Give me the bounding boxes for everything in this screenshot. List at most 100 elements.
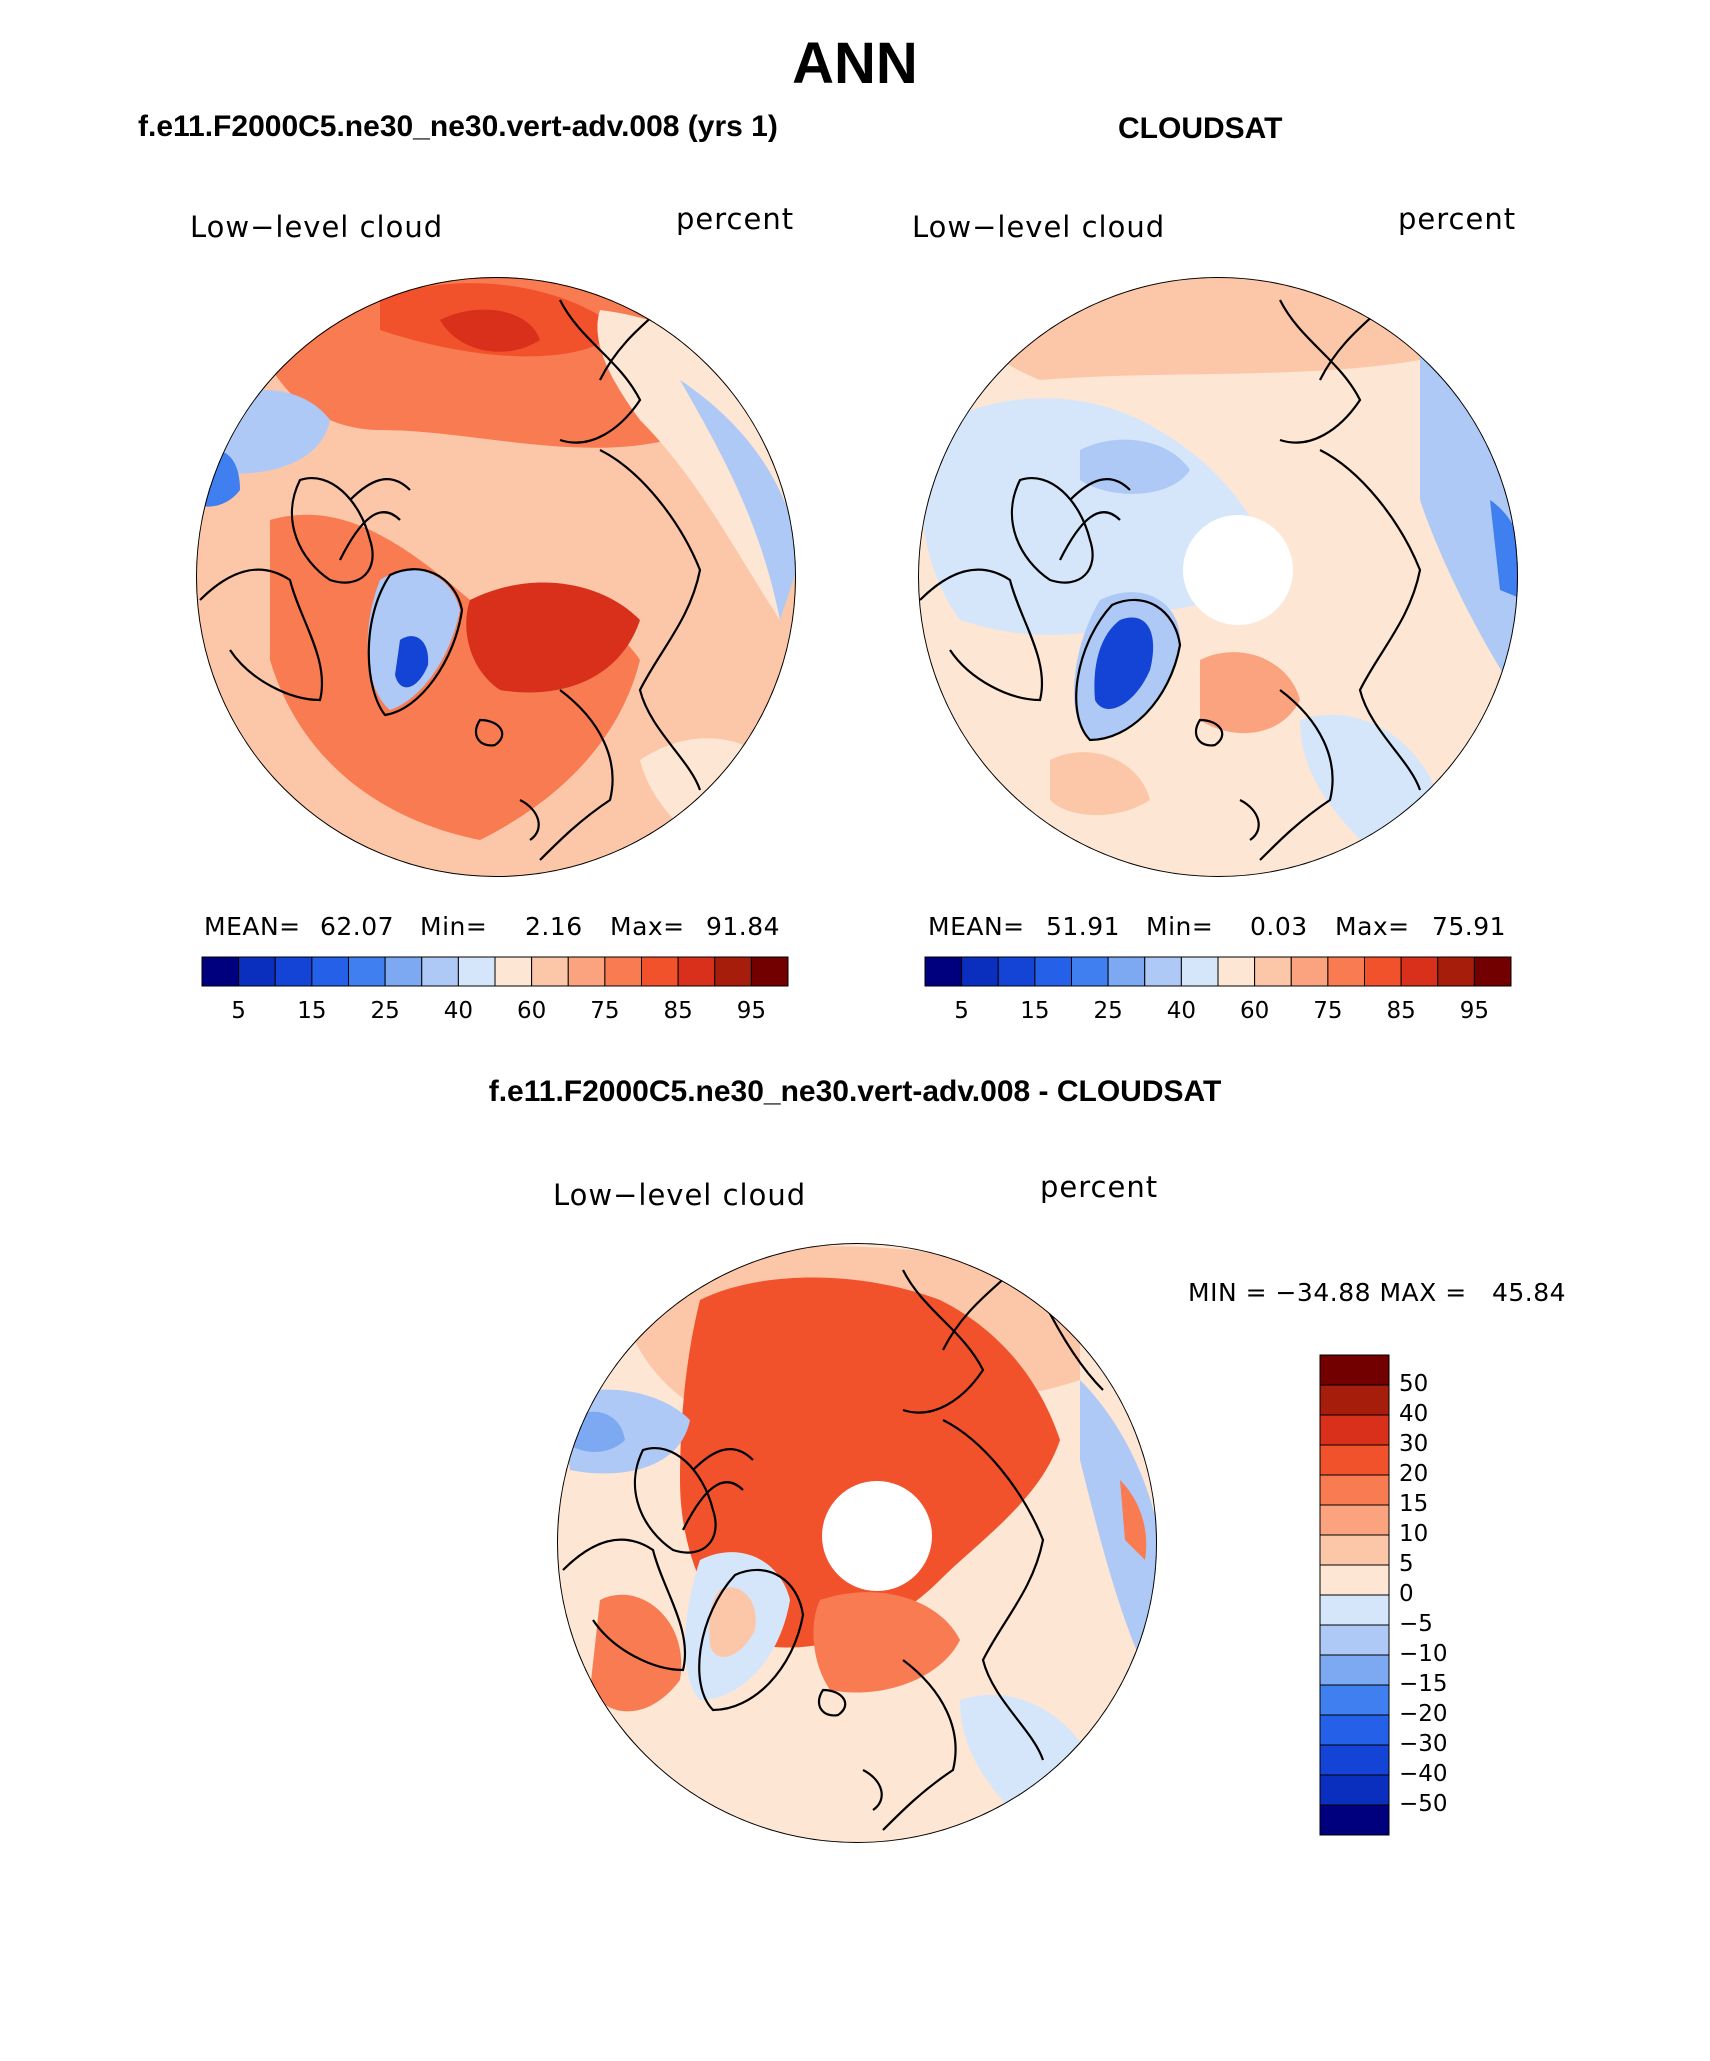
- model-colorbar-box: [604, 956, 642, 987]
- model-min-label: Min=: [420, 912, 488, 941]
- obs-field-greenland-min: [1094, 617, 1154, 709]
- obs-colorbar: [924, 956, 1512, 987]
- diff-field-alaska-blue: [560, 1389, 690, 1474]
- diff-colorbar-tick-label: −40: [1399, 1761, 1448, 1787]
- obs-colorbar-box: [1144, 956, 1182, 987]
- obs-polar-gap: [1183, 515, 1293, 625]
- diff-units-label: percent: [1040, 1170, 1159, 1204]
- model-colorbar-box: [384, 956, 423, 987]
- obs-colorbar-tick-label: 40: [1166, 998, 1197, 1024]
- model-colorbar-box: [494, 956, 533, 987]
- model-colorbar-tick-label: 40: [443, 998, 474, 1024]
- diff-colorbar-box: [1319, 1474, 1390, 1506]
- diff-colorbar-tick-label: −30: [1399, 1731, 1448, 1757]
- model-field-greenland-min: [395, 636, 429, 688]
- diff-field-arctic-core: [680, 1277, 1060, 1648]
- diff-colorbar-tick-label: 5: [1399, 1551, 1414, 1577]
- diff-colorbar-box: [1319, 1594, 1390, 1626]
- obs-field-pacific: [960, 277, 1420, 380]
- obs-colorbar-tick-label: 95: [1459, 998, 1490, 1024]
- model-mean-value: 62.07: [320, 912, 395, 941]
- diff-colorbar-box: [1319, 1714, 1390, 1746]
- diff-field-alaska-deep: [570, 1411, 625, 1452]
- diff-variable-label: Low−level cloud: [553, 1178, 807, 1212]
- diff-field-east-blue: [1080, 1380, 1157, 1680]
- model-colorbar-box: [567, 956, 606, 987]
- model-colorbar-box: [457, 956, 496, 987]
- model-map: [196, 277, 796, 877]
- obs-colorbar-box: [1364, 956, 1402, 987]
- obs-colorbar-box: [1071, 956, 1109, 987]
- diff-polar-gap: [822, 1481, 932, 1591]
- model-variable-label: Low−level cloud: [190, 210, 444, 244]
- model-colorbar: [201, 956, 789, 987]
- obs-colorbar-box: [924, 956, 963, 987]
- obs-colorbar-box: [1217, 956, 1256, 987]
- model-colorbar-tick-label: 85: [663, 998, 693, 1024]
- model-colorbar-tick-label: 75: [590, 998, 620, 1024]
- diff-colorbar-box: [1319, 1504, 1390, 1536]
- diff-colorbar-box: [1319, 1774, 1390, 1806]
- obs-min-label: Min=: [1146, 912, 1214, 941]
- model-colorbar-box: [311, 956, 349, 987]
- obs-colorbar-tick-label: 15: [1020, 998, 1050, 1024]
- obs-colorbar-box: [1034, 956, 1072, 987]
- figure-title: ANN: [792, 31, 918, 96]
- model-colorbar-box: [531, 956, 569, 987]
- diff-colorbar: [1319, 1354, 1390, 1836]
- obs-field-atlantic: [1050, 752, 1150, 815]
- obs-field-arctic-blue: [1080, 439, 1190, 494]
- diff-colorbar-tick-label: 10: [1399, 1521, 1429, 1547]
- obs-panel-title: CLOUDSAT: [1118, 112, 1283, 145]
- diff-colorbar-box: [1319, 1624, 1390, 1656]
- obs-colorbar-tick-label: 5: [954, 998, 969, 1024]
- obs-units-label: percent: [1398, 202, 1517, 236]
- diff-field-east-spot: [1120, 1480, 1147, 1560]
- diff-colorbar-tick-label: −50: [1399, 1791, 1448, 1817]
- diff-colorbar-box: [1319, 1414, 1390, 1446]
- obs-colorbar-box: [1290, 956, 1329, 987]
- obs-colorbar-tick-label: 85: [1386, 998, 1416, 1024]
- model-max-value: 91.84: [706, 912, 781, 941]
- diff-field-greenland-inner: [709, 1587, 756, 1657]
- model-colorbar-box: [641, 956, 679, 987]
- model-units-label: percent: [676, 202, 795, 236]
- obs-colorbar-box: [997, 956, 1036, 987]
- diff-colorbar-box: [1319, 1534, 1390, 1566]
- model-mean-label: MEAN=: [204, 912, 301, 941]
- model-field-europe-edge: [640, 738, 790, 860]
- model-min-value: 2.16: [525, 912, 583, 941]
- model-field-barents-max: [466, 582, 640, 693]
- diff-field-barents: [813, 1592, 960, 1693]
- diff-field-atlantic-west: [590, 1594, 682, 1712]
- obs-mean-value: 51.91: [1046, 912, 1121, 941]
- obs-field-barents: [1200, 652, 1300, 734]
- model-colorbar-tick-label: 25: [370, 998, 400, 1024]
- diff-colorbar-box: [1319, 1354, 1390, 1386]
- obs-min-value: 0.03: [1250, 912, 1308, 941]
- obs-colorbar-box: [1107, 956, 1146, 987]
- model-colorbar-box: [238, 956, 276, 987]
- model-colorbar-tick-label: 15: [297, 998, 327, 1024]
- obs-colorbar-tick-label: 25: [1093, 998, 1123, 1024]
- model-colorbar-box: [714, 956, 752, 987]
- model-colorbar-tick-label: 5: [231, 998, 246, 1024]
- obs-mean-label: MEAN=: [928, 912, 1025, 941]
- obs-map: [918, 277, 1518, 877]
- diff-colorbar-tick-label: −10: [1399, 1641, 1448, 1667]
- model-colorbar-tick-label: 95: [736, 998, 767, 1024]
- model-field-europe-blue: [680, 380, 796, 620]
- diff-colorbar-tick-label: −5: [1399, 1611, 1433, 1637]
- model-colorbar-box: [750, 956, 789, 987]
- diff-colorbar-box: [1319, 1444, 1390, 1476]
- obs-colorbar-box: [1400, 956, 1439, 987]
- obs-colorbar-tick-label: 60: [1239, 998, 1270, 1024]
- obs-colorbar-box: [961, 956, 999, 987]
- diff-colorbar-tick-label: 30: [1399, 1431, 1429, 1457]
- model-field-atlantic: [270, 514, 640, 840]
- diff-minmax-text: MIN = −34.88 MAX = 45.84: [1188, 1278, 1567, 1307]
- diff-colorbar-tick-label: 20: [1399, 1461, 1429, 1487]
- diff-colorbar-box: [1319, 1564, 1390, 1596]
- obs-colorbar-box: [1437, 956, 1475, 987]
